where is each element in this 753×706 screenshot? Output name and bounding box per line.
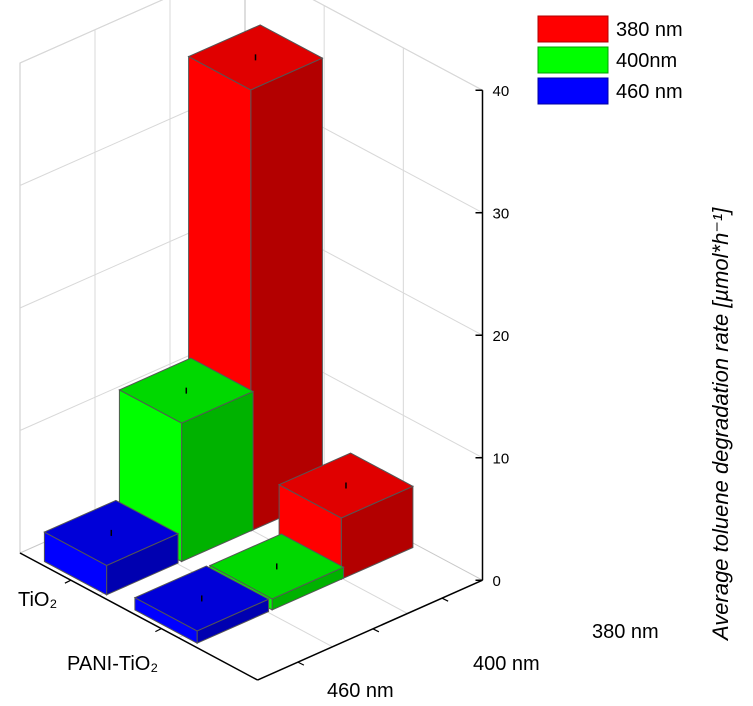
- legend-label-400: 400nm: [616, 50, 677, 72]
- wavelength-tick-1: [372, 628, 380, 633]
- y-tick-label-0: 0: [493, 573, 501, 590]
- category-label-pani-tio2: PANI-TiO₂: [67, 653, 158, 675]
- wavelength-label-400: 400 nm: [473, 653, 540, 675]
- legend: 380 nm 400nm 460 nm: [537, 15, 683, 105]
- category-axis-line: [19, 552, 258, 681]
- category-tick-1: [155, 628, 162, 633]
- category-label-tio2: TiO₂: [18, 589, 57, 611]
- bar-2-1: [133, 565, 270, 645]
- bars: [43, 24, 415, 645]
- wavelength-tick-0: [297, 661, 305, 666]
- wavelength-label-380: 380 nm: [592, 621, 659, 643]
- wavelength-label-460: 460 nm: [327, 680, 394, 701]
- floor-axes: [19, 552, 483, 681]
- category-tick-0: [64, 579, 72, 584]
- wavelength-axis-line: [257, 579, 483, 681]
- y-tick-label-1: 10: [493, 451, 510, 468]
- gridline-left-4: [19, 0, 164, 64]
- legend-swatch-400: [537, 46, 609, 74]
- y-tick-label-2: 20: [493, 328, 510, 345]
- legend-label-380: 380 nm: [616, 19, 683, 41]
- bar-face-front: [250, 57, 323, 532]
- wavelength-tick-2: [441, 597, 449, 602]
- legend-label-460: 460 nm: [616, 81, 683, 103]
- bar-2-0: [43, 499, 180, 596]
- legend-swatch-460: [537, 77, 609, 105]
- y-axis: 0 10 20 30 40: [475, 83, 510, 590]
- bar-0-1: [277, 452, 415, 581]
- legend-swatch-380: [537, 15, 609, 43]
- gridline-right-4: [312, 0, 483, 91]
- y-tick-label-4: 40: [493, 83, 510, 100]
- y-tick-label-3: 30: [493, 206, 510, 223]
- y-axis-title: Average toluene degradation rate [µmol*h…: [708, 207, 733, 642]
